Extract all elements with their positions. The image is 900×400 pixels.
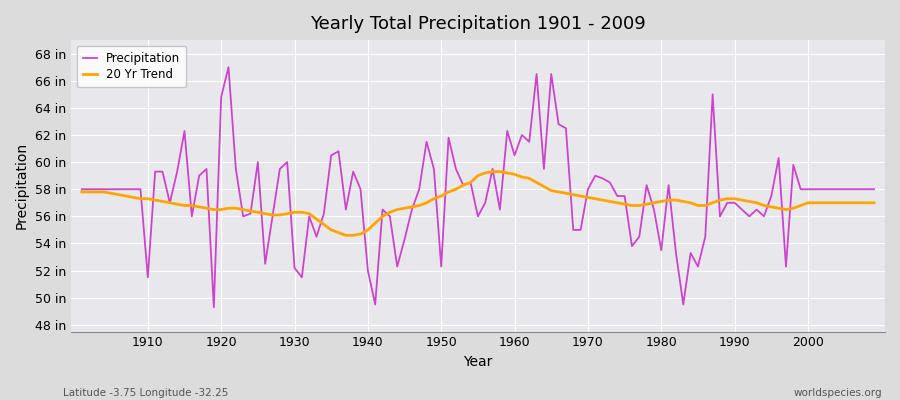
- Precipitation: [311, 234, 322, 239]
- Precipitation: [524, 139, 535, 144]
- Line: Precipitation: Precipitation: [82, 67, 874, 307]
- Precipitation: [76, 187, 87, 192]
- 20 Yr Trend: [296, 210, 307, 215]
- Text: worldspecies.org: worldspecies.org: [794, 388, 882, 398]
- Precipitation: [209, 305, 220, 310]
- 20 Yr Trend: [347, 233, 358, 238]
- Text: Latitude -3.75 Longitude -32.25: Latitude -3.75 Longitude -32.25: [63, 388, 229, 398]
- Precipitation: [868, 187, 879, 192]
- 20 Yr Trend: [487, 169, 498, 174]
- 20 Yr Trend: [135, 196, 146, 201]
- Precipitation: [356, 187, 366, 192]
- 20 Yr Trend: [524, 176, 535, 181]
- Title: Yearly Total Precipitation 1901 - 2009: Yearly Total Precipitation 1901 - 2009: [310, 15, 646, 33]
- 20 Yr Trend: [612, 200, 623, 205]
- Precipitation: [135, 187, 146, 192]
- Precipitation: [517, 133, 527, 138]
- Precipitation: [223, 65, 234, 70]
- 20 Yr Trend: [76, 190, 87, 194]
- Legend: Precipitation, 20 Yr Trend: Precipitation, 20 Yr Trend: [76, 46, 186, 87]
- 20 Yr Trend: [517, 175, 527, 180]
- 20 Yr Trend: [340, 233, 351, 238]
- 20 Yr Trend: [868, 200, 879, 205]
- Y-axis label: Precipitation: Precipitation: [15, 142, 29, 230]
- X-axis label: Year: Year: [464, 355, 492, 369]
- Line: 20 Yr Trend: 20 Yr Trend: [82, 172, 874, 235]
- Precipitation: [612, 194, 623, 198]
